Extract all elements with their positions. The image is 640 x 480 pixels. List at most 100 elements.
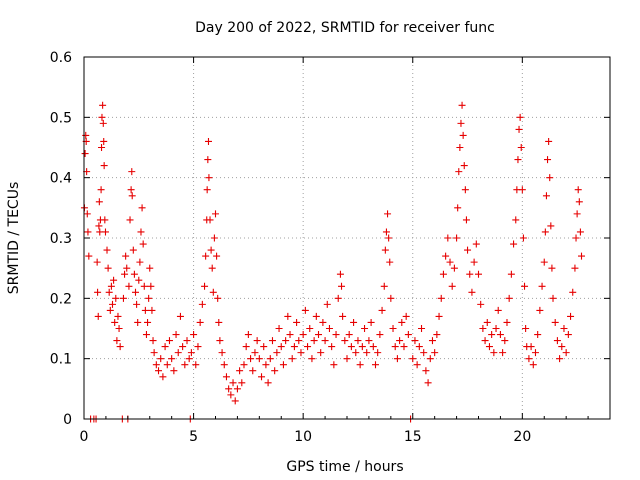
data-point xyxy=(544,156,552,164)
data-point xyxy=(352,349,360,357)
data-point xyxy=(161,343,169,351)
data-point xyxy=(393,355,401,363)
data-point xyxy=(413,361,421,369)
data-point xyxy=(444,234,452,242)
data-point xyxy=(367,318,375,326)
data-point xyxy=(140,282,148,290)
data-point xyxy=(459,131,467,139)
data-point xyxy=(220,361,228,369)
data-point xyxy=(112,294,120,302)
x-axis-label: GPS time / hours xyxy=(286,459,403,475)
data-point xyxy=(260,343,268,351)
data-point xyxy=(574,186,582,194)
data-point xyxy=(206,216,214,224)
x-tick-label: 20 xyxy=(513,429,531,445)
data-point xyxy=(369,343,377,351)
data-point xyxy=(325,325,333,332)
data-point xyxy=(233,385,241,393)
data-point xyxy=(446,258,454,266)
data-point xyxy=(125,282,133,290)
data-point xyxy=(215,318,223,326)
y-tick-label: 0 xyxy=(63,412,72,428)
data-point xyxy=(374,349,382,357)
data-point xyxy=(330,361,338,369)
data-point xyxy=(110,276,118,284)
data-point xyxy=(100,162,108,170)
data-point xyxy=(319,318,327,326)
data-point xyxy=(105,288,113,296)
data-point xyxy=(531,349,539,357)
data-point xyxy=(116,343,124,351)
data-point xyxy=(540,258,548,266)
data-point xyxy=(149,337,157,345)
data-point xyxy=(453,234,461,242)
data-point xyxy=(238,379,246,387)
y-tick-label: 0.4 xyxy=(50,171,72,187)
data-point xyxy=(266,355,274,363)
data-point xyxy=(100,137,108,145)
data-point xyxy=(567,312,575,320)
data-point xyxy=(135,276,143,284)
data-point xyxy=(194,343,202,351)
data-point xyxy=(402,312,410,320)
data-point xyxy=(81,150,89,158)
data-point xyxy=(450,264,458,272)
data-point xyxy=(365,337,373,345)
data-point xyxy=(546,174,554,182)
data-point xyxy=(439,270,447,278)
data-point xyxy=(456,144,464,151)
y-axis-label: SRMTID / TECUs xyxy=(6,182,22,295)
data-point xyxy=(133,300,141,308)
data-point xyxy=(101,216,109,224)
data-point xyxy=(494,306,502,314)
data-point xyxy=(84,228,92,236)
data-point xyxy=(485,343,493,351)
data-point xyxy=(297,349,305,357)
data-point xyxy=(338,282,346,290)
data-point xyxy=(356,361,364,369)
data-point xyxy=(422,367,430,375)
data-point xyxy=(93,258,101,266)
data-point xyxy=(129,246,137,254)
data-point xyxy=(481,337,489,345)
data-point xyxy=(391,343,399,351)
data-point xyxy=(98,113,106,121)
data-point xyxy=(212,210,219,218)
data-point xyxy=(457,119,465,127)
data-point xyxy=(205,174,213,182)
data-point xyxy=(328,343,336,351)
data-point xyxy=(418,325,426,332)
data-point xyxy=(378,306,386,314)
data-point xyxy=(420,349,428,357)
data-point xyxy=(196,318,204,326)
data-point xyxy=(242,343,250,351)
data-point xyxy=(400,343,408,351)
data-point xyxy=(165,337,173,345)
data-point xyxy=(345,331,353,339)
data-point xyxy=(541,228,549,236)
data-point xyxy=(227,391,235,399)
data-point xyxy=(518,186,526,194)
data-point xyxy=(108,300,116,308)
data-point xyxy=(231,397,239,405)
data-point xyxy=(271,367,279,375)
data-point xyxy=(147,282,155,290)
data-point xyxy=(468,288,476,296)
data-point xyxy=(576,228,584,236)
data-point xyxy=(123,264,131,272)
data-point xyxy=(128,168,136,176)
data-point xyxy=(190,331,198,339)
data-point xyxy=(464,246,472,254)
data-point xyxy=(350,318,358,326)
data-point xyxy=(101,228,109,236)
data-point xyxy=(578,252,586,260)
data-point xyxy=(138,204,146,212)
data-point xyxy=(103,246,111,254)
data-point xyxy=(134,318,142,326)
data-point xyxy=(562,349,570,357)
data-point xyxy=(321,337,329,345)
data-point xyxy=(521,282,529,290)
data-point xyxy=(381,246,389,254)
data-point xyxy=(483,318,491,326)
data-point xyxy=(95,198,103,206)
